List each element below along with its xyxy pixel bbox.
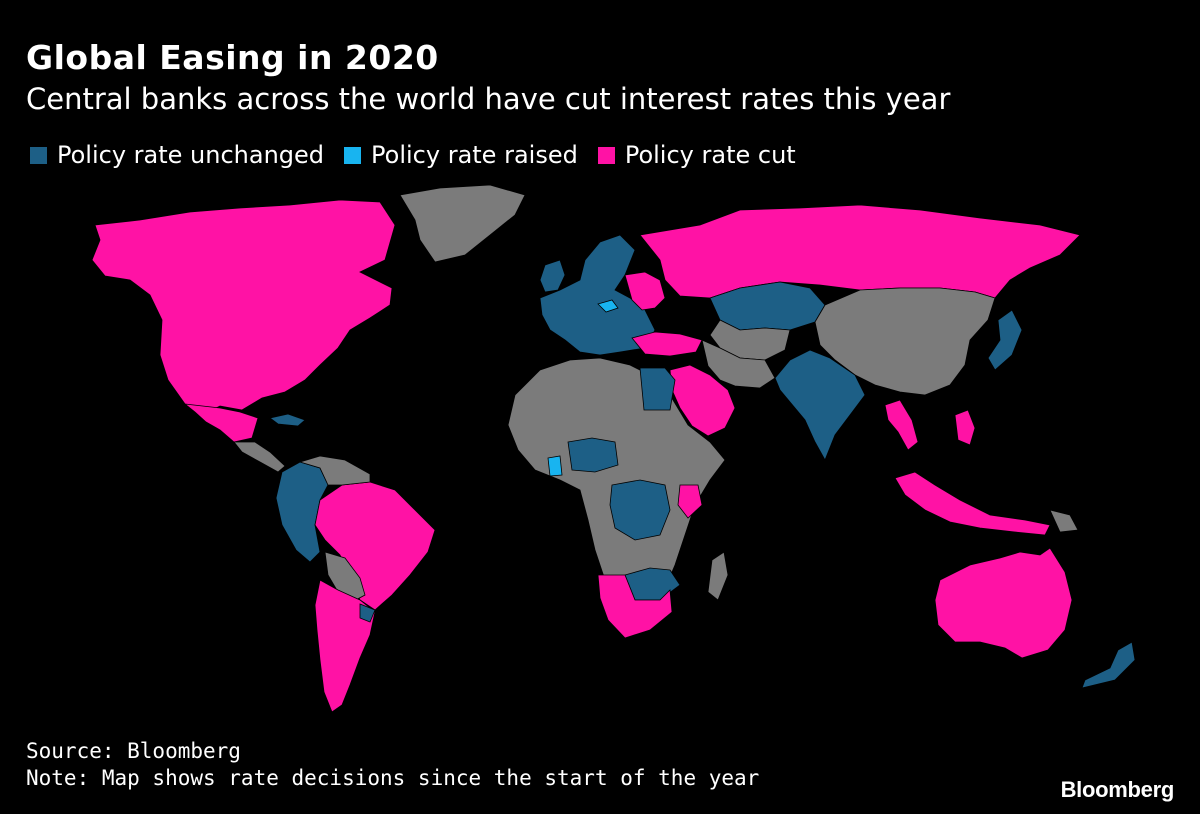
- turkey: [631, 331, 703, 357]
- mexico: [183, 403, 259, 443]
- legend-swatch-unchanged: [30, 146, 47, 164]
- russia: [639, 204, 1081, 299]
- uruguay: [359, 603, 376, 623]
- footnote: Note: Map shows rate decisions since the…: [26, 766, 760, 790]
- australia: [934, 547, 1073, 659]
- kenya: [677, 484, 703, 519]
- papua: [1049, 509, 1079, 533]
- legend-item-cut: Policy rate cut: [597, 140, 796, 170]
- legend-label-unchanged: Policy rate unchanged: [57, 141, 325, 169]
- indonesia: [894, 471, 1051, 536]
- ghana: [547, 455, 563, 477]
- czechia: [597, 299, 619, 313]
- legend-item-raised: Policy rate raised: [344, 140, 578, 170]
- west-africa: [567, 437, 619, 473]
- greenland: [399, 184, 526, 263]
- madagascar: [707, 551, 729, 601]
- iran: [701, 339, 776, 389]
- chart-title: Global Easing in 2020: [26, 38, 439, 77]
- caribbean: [269, 413, 306, 427]
- south-africa: [597, 574, 673, 639]
- bloomberg-logo: Bloomberg: [1060, 777, 1175, 802]
- chart-subtitle: Central banks across the world have cut …: [26, 82, 951, 116]
- legend-swatch-raised: [344, 146, 362, 164]
- japan: [987, 309, 1023, 371]
- source-note: Source: Bloomberg: [26, 739, 241, 763]
- new-zealand: [1081, 641, 1136, 689]
- eastern-europe: [624, 271, 666, 311]
- legend-item-unchanged: Policy rate unchanged: [30, 140, 324, 170]
- legend: Policy rate unchanged Policy rate raised…: [30, 140, 816, 170]
- legend-swatch-cut: [597, 146, 615, 164]
- legend-label-raised: Policy rate raised: [371, 141, 578, 169]
- world-map: [91, 184, 1136, 713]
- central-america: [233, 441, 286, 473]
- central-africa: [609, 479, 671, 541]
- southeast-asia: [884, 399, 919, 451]
- egypt: [639, 367, 676, 411]
- north-america: [91, 199, 396, 417]
- bolivia-paraguay: [324, 551, 366, 603]
- venezuela: [298, 455, 371, 486]
- philippines: [954, 409, 976, 446]
- brazil: [314, 481, 436, 611]
- south-asia: [774, 349, 866, 461]
- legend-label-cut: Policy rate cut: [624, 141, 796, 169]
- central-asia: [709, 319, 791, 361]
- uk: [539, 259, 566, 293]
- saudi-arabia: [669, 364, 736, 437]
